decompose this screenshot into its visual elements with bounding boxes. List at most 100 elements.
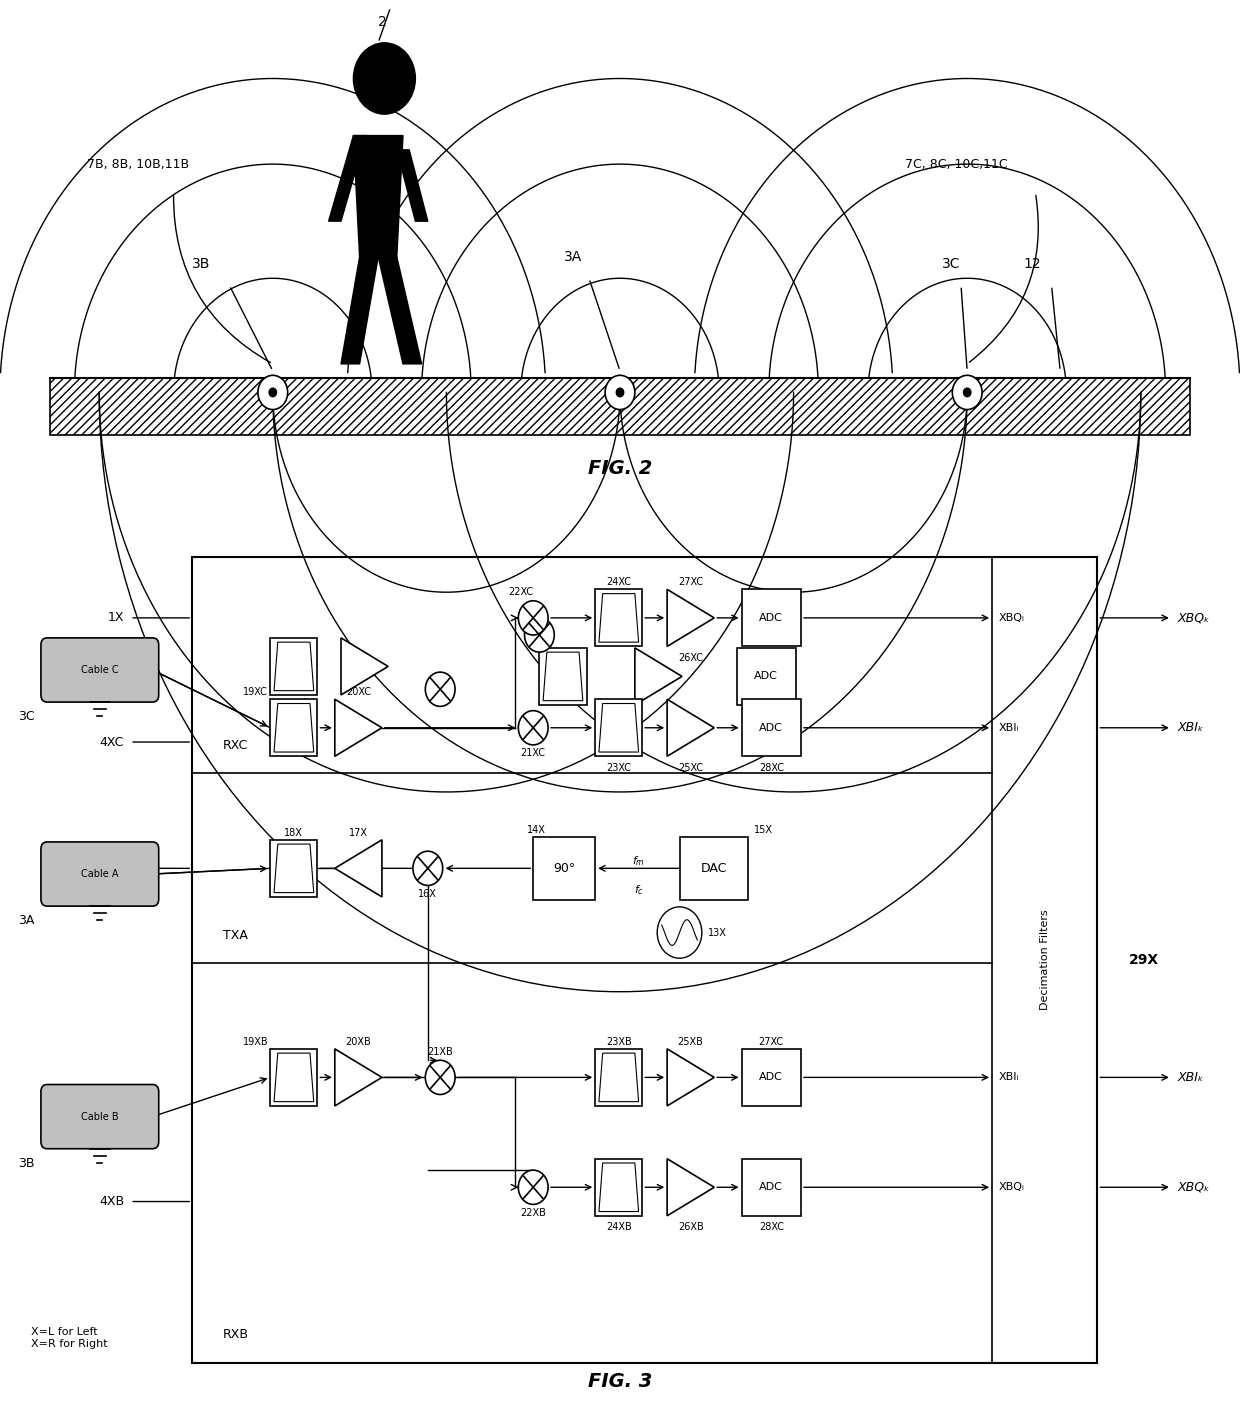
Circle shape bbox=[952, 375, 982, 410]
Text: ADC: ADC bbox=[759, 722, 784, 733]
Text: 21XB: 21XB bbox=[428, 1046, 453, 1057]
Circle shape bbox=[258, 375, 288, 410]
Text: 25XC: 25XC bbox=[678, 762, 703, 773]
Polygon shape bbox=[335, 1049, 382, 1106]
Text: 3A: 3A bbox=[19, 913, 35, 928]
Polygon shape bbox=[599, 1053, 639, 1102]
Text: 22XB: 22XB bbox=[521, 1207, 546, 1219]
Text: FIG. 2: FIG. 2 bbox=[588, 459, 652, 478]
Text: $f_c$: $f_c$ bbox=[634, 883, 644, 896]
Bar bbox=[742, 1159, 801, 1216]
Text: 27XC: 27XC bbox=[678, 577, 703, 588]
Text: 2: 2 bbox=[378, 14, 387, 29]
Polygon shape bbox=[335, 699, 382, 756]
Text: XBQᵢ: XBQᵢ bbox=[998, 1182, 1024, 1193]
Text: XBIᵢ: XBIᵢ bbox=[998, 1072, 1019, 1083]
Polygon shape bbox=[599, 704, 639, 752]
Bar bbox=[539, 648, 587, 705]
Polygon shape bbox=[599, 1163, 639, 1212]
Bar bbox=[595, 1049, 642, 1106]
Bar bbox=[192, 557, 1097, 1363]
Polygon shape bbox=[667, 699, 714, 756]
Bar bbox=[533, 836, 595, 900]
Text: 3A: 3A bbox=[564, 250, 583, 264]
Text: 27XC: 27XC bbox=[759, 1036, 784, 1047]
Text: 23XB: 23XB bbox=[606, 1036, 631, 1047]
Bar bbox=[270, 839, 317, 898]
Polygon shape bbox=[329, 136, 366, 221]
Circle shape bbox=[518, 601, 548, 635]
Text: 3B: 3B bbox=[19, 1156, 35, 1170]
Circle shape bbox=[518, 711, 548, 745]
Polygon shape bbox=[353, 136, 403, 257]
Text: 19XC: 19XC bbox=[243, 686, 268, 698]
Bar bbox=[595, 589, 642, 646]
Polygon shape bbox=[599, 594, 639, 642]
Text: Cable C: Cable C bbox=[81, 665, 119, 675]
Text: 90°: 90° bbox=[553, 862, 575, 875]
Circle shape bbox=[616, 388, 624, 397]
Circle shape bbox=[525, 618, 554, 652]
Bar bbox=[270, 1049, 317, 1106]
Bar bbox=[595, 699, 642, 756]
Circle shape bbox=[518, 1170, 548, 1204]
Polygon shape bbox=[274, 642, 314, 691]
Text: ADC: ADC bbox=[759, 612, 784, 624]
Text: ADC: ADC bbox=[754, 671, 779, 682]
Text: XBIᵢ: XBIᵢ bbox=[998, 722, 1019, 733]
Polygon shape bbox=[543, 652, 583, 701]
Polygon shape bbox=[635, 648, 682, 705]
Text: 20XC: 20XC bbox=[346, 686, 371, 698]
Text: 3C: 3C bbox=[19, 709, 35, 723]
Text: 18X: 18X bbox=[284, 828, 304, 838]
Text: DAC: DAC bbox=[701, 862, 727, 875]
Text: 26XC: 26XC bbox=[678, 652, 703, 664]
Circle shape bbox=[353, 43, 415, 114]
Text: XBIₖ: XBIₖ bbox=[1178, 1070, 1204, 1085]
Text: 16X: 16X bbox=[418, 889, 438, 899]
Circle shape bbox=[413, 850, 443, 885]
Text: 25XB: 25XB bbox=[678, 1036, 703, 1047]
Text: FIG. 3: FIG. 3 bbox=[588, 1373, 652, 1391]
Bar bbox=[680, 836, 748, 900]
Text: 7B, 8B, 10B,11B: 7B, 8B, 10B,11B bbox=[87, 158, 188, 171]
Polygon shape bbox=[341, 638, 388, 695]
Text: 7C, 8C, 10C,11C: 7C, 8C, 10C,11C bbox=[905, 158, 1008, 171]
Polygon shape bbox=[274, 845, 314, 893]
Polygon shape bbox=[274, 1053, 314, 1102]
Bar bbox=[50, 378, 1190, 435]
Text: 28XC: 28XC bbox=[759, 1222, 784, 1233]
Text: RXC: RXC bbox=[223, 739, 248, 752]
Text: 14X: 14X bbox=[527, 825, 546, 835]
Polygon shape bbox=[378, 257, 422, 364]
Text: RXB: RXB bbox=[223, 1329, 249, 1341]
Polygon shape bbox=[667, 589, 714, 646]
Text: 15X: 15X bbox=[754, 825, 773, 835]
Bar bbox=[742, 1049, 801, 1106]
Circle shape bbox=[963, 388, 971, 397]
Text: 17X: 17X bbox=[348, 828, 368, 838]
Text: 13X: 13X bbox=[708, 928, 727, 938]
Polygon shape bbox=[335, 839, 382, 898]
Text: 19XB: 19XB bbox=[243, 1036, 268, 1047]
Circle shape bbox=[269, 388, 277, 397]
Text: 12: 12 bbox=[1023, 257, 1040, 271]
Bar bbox=[737, 648, 796, 705]
Circle shape bbox=[425, 672, 455, 706]
Bar bbox=[742, 699, 801, 756]
Polygon shape bbox=[667, 1159, 714, 1216]
Text: 26XB: 26XB bbox=[678, 1222, 703, 1233]
Text: X=L for Left
X=R for Right: X=L for Left X=R for Right bbox=[31, 1327, 108, 1349]
FancyBboxPatch shape bbox=[41, 638, 159, 702]
Text: 28XC: 28XC bbox=[759, 762, 784, 773]
Circle shape bbox=[657, 908, 702, 959]
Text: XBQᵢ: XBQᵢ bbox=[998, 612, 1024, 624]
Text: ADC: ADC bbox=[759, 1072, 784, 1083]
Circle shape bbox=[605, 375, 635, 410]
Text: 3C: 3C bbox=[942, 257, 961, 271]
Text: 24XB: 24XB bbox=[606, 1222, 631, 1233]
Text: Decimation Filters: Decimation Filters bbox=[1039, 909, 1050, 1010]
Text: $f_m$: $f_m$ bbox=[632, 855, 645, 868]
Text: Cable A: Cable A bbox=[81, 869, 119, 879]
Circle shape bbox=[425, 1060, 455, 1095]
